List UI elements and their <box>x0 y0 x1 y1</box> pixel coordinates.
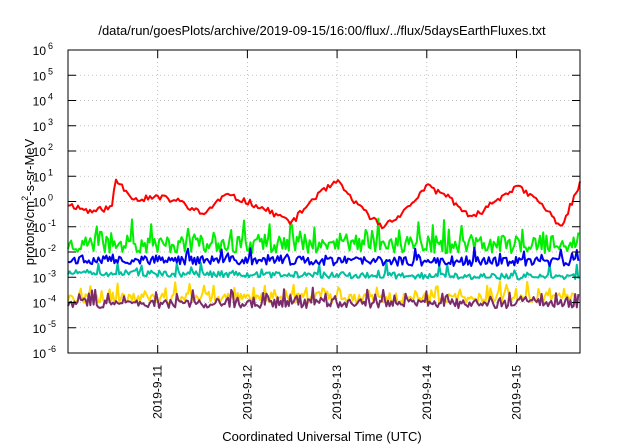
y-tick-label: 10 <box>33 347 47 361</box>
series-line <box>68 178 581 230</box>
y-tick-label: 10 <box>33 196 47 210</box>
x-tick-label: 2019-9-14 <box>420 365 434 420</box>
series-line <box>67 261 580 281</box>
series-line <box>67 217 580 255</box>
y-tick-exponent: -4 <box>48 294 56 304</box>
y-tick-label: 10 <box>33 44 47 58</box>
chart-title: /data/run/goesPlots/archive/2019-09-15/1… <box>98 23 546 38</box>
x-tick-label: 2019-9-15 <box>509 365 523 420</box>
x-axis-ticks: 2019-9-11 2019-9-12 2019-9-13 2019-9-14 2019… <box>151 50 523 420</box>
y-tick-exponent: 6 <box>48 41 53 51</box>
y-tick-exponent: -6 <box>48 344 56 354</box>
y-tick-label: 10 <box>33 69 47 83</box>
x-tick-label: 2019-9-12 <box>240 365 254 420</box>
y-tick-exponent: 5 <box>48 66 53 76</box>
y-tick-label: 10 <box>33 170 47 184</box>
y-axis-ticks: 10 -610 -510 -410 -310 -210 -110 010 110 210 310 41… <box>33 41 580 361</box>
y-tick-exponent: 4 <box>48 92 53 102</box>
y-tick-label: 10 <box>33 120 47 134</box>
y-tick-exponent: 0 <box>48 193 53 203</box>
y-tick-label: 10 <box>33 246 47 260</box>
series-layer <box>67 178 581 310</box>
y-tick-label: 10 <box>33 221 47 235</box>
y-axis-label: protons/cm2-s-sr-MeV <box>20 138 37 265</box>
y-tick-exponent: -1 <box>48 218 56 228</box>
y-tick-exponent: 3 <box>48 117 53 127</box>
y-tick-label: 10 <box>33 95 47 109</box>
x-tick-label: 2019-9-11 <box>151 365 165 419</box>
y-tick-label: 10 <box>33 297 47 311</box>
y-tick-exponent: 1 <box>48 167 53 177</box>
y-tick-label: 10 <box>33 322 47 336</box>
series-line <box>67 246 580 268</box>
x-tick-label: 2019-9-13 <box>330 365 344 420</box>
series-line <box>67 286 580 310</box>
y-tick-exponent: -2 <box>48 243 56 253</box>
series-line <box>67 280 579 304</box>
y-tick-label: 10 <box>33 271 47 285</box>
y-tick-label: 10 <box>33 145 47 159</box>
y-tick-exponent: -3 <box>48 268 56 278</box>
y-tick-exponent: -5 <box>48 319 56 329</box>
y-tick-exponent: 2 <box>48 142 53 152</box>
x-axis-label: Coordinated Universal Time (UTC) <box>222 429 421 444</box>
